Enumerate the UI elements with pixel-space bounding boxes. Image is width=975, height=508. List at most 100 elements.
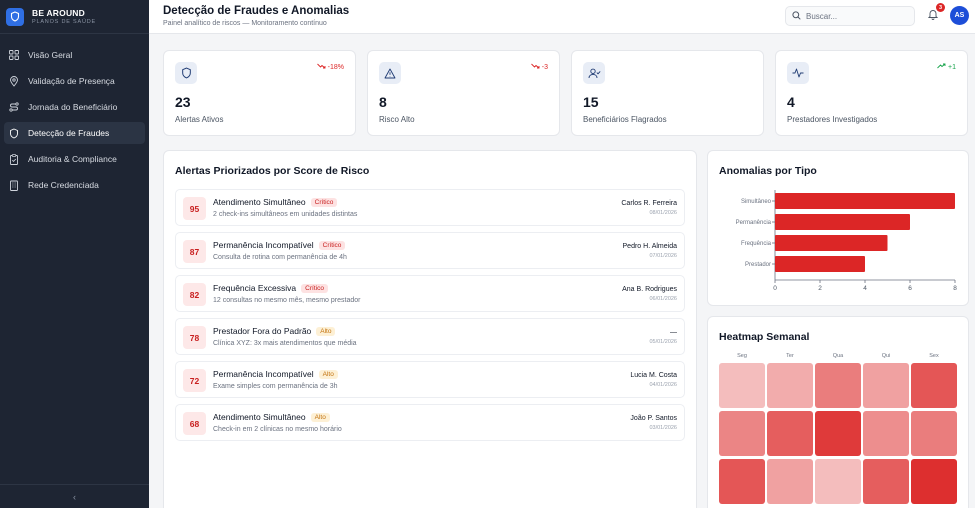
heatmap-cell[interactable] [719, 459, 765, 504]
sidebar-item-label: Detecção de Fraudes [28, 128, 110, 138]
alert-row[interactable]: 68 Atendimento Simultâneo Alto Check-in em … [175, 404, 685, 441]
alert-description: Check-in em 2 clínicas no mesmo horário [213, 426, 342, 433]
alert-date: 05/01/2026 [649, 339, 677, 345]
heatmap-cell[interactable] [863, 459, 909, 504]
chart-x-tick-label: 6 [908, 285, 912, 292]
alert-date: 08/01/2026 [649, 210, 677, 216]
stat-label: Risco Alto [379, 115, 415, 124]
chart-bar [775, 214, 910, 230]
stat-label: Alertas Ativos [175, 115, 224, 124]
activity-icon [787, 62, 809, 84]
shield-logo-icon [6, 7, 24, 26]
heatmap-cell[interactable] [911, 459, 957, 504]
alert-row[interactable]: 95 Atendimento Simultâneo Crítico 2 check-i… [175, 189, 685, 226]
search-icon [792, 7, 801, 25]
sidebar-item-visao-geral[interactable]: Visão Geral [4, 44, 145, 66]
alert-title-text: Atendimento Simultâneo [213, 197, 306, 207]
sidebar-item-label: Visão Geral [28, 50, 73, 60]
severity-badge: Alto [318, 369, 338, 379]
avatar[interactable]: AS [950, 6, 969, 25]
stat-trend-value: -3 [541, 63, 548, 71]
heatmap-cell[interactable] [911, 363, 957, 408]
sidebar-item-label: Auditoria & Compliance [28, 154, 117, 164]
shield-icon [175, 62, 197, 84]
heatmap-panel: Heatmap Semanal Seg Ter Qua Qui Sex [707, 316, 969, 508]
chart-category-label: Permanência [736, 220, 772, 226]
heatmap-cell[interactable] [719, 411, 765, 456]
alert-date: 03/01/2026 [649, 425, 677, 431]
stat-trend-value: +1 [948, 63, 956, 71]
sidebar-item-deteccao-fraudes[interactable]: Detecção de Fraudes [4, 122, 145, 144]
brand-subtitle: PLANOS DE SAÚDE [32, 19, 96, 25]
user-check-icon [583, 62, 605, 84]
sidebar-item-validacao-presenca[interactable]: Validação de Presença [4, 70, 145, 92]
stat-trend: +1 [937, 63, 956, 71]
beneficiary-name: Pedro H. Almeida [622, 243, 677, 250]
heatmap-cell[interactable] [863, 363, 909, 408]
brand-name: BE AROUND [32, 8, 85, 18]
heatmap-cell[interactable] [815, 459, 861, 504]
heatmap-cell[interactable] [911, 411, 957, 456]
sidebar-nav: Visão Geral Validação de Presença Jornad… [0, 34, 149, 196]
page-subtitle: Painel analítico de riscos — Monitoramen… [163, 20, 327, 27]
alert-date: 04/01/2026 [649, 382, 677, 388]
heatmap-cell[interactable] [815, 411, 861, 456]
alert-row[interactable]: 78 Prestador Fora do Padrão Alto Clínica XY… [175, 318, 685, 355]
chart-x-tick-label: 0 [773, 285, 777, 292]
alert-row[interactable]: 72 Permanência Incompatível Alto Exame simp… [175, 361, 685, 398]
clipboard-check-icon [8, 153, 20, 165]
brand: BE AROUND PLANOS DE SAÚDE [0, 0, 149, 34]
heatmap-cell[interactable] [767, 411, 813, 456]
alert-title: Atendimento Simultâneo Crítico [213, 197, 338, 207]
trending-up-icon [937, 63, 946, 71]
alert-date: 07/01/2026 [649, 253, 677, 259]
stat-value: 8 [379, 94, 387, 110]
alert-title-text: Permanência Incompatível [213, 240, 314, 250]
sidebar-item-rede-credenciada[interactable]: Rede Credenciada [4, 174, 145, 196]
stat-label: Beneficiários Flagrados [583, 115, 667, 124]
sidebar: BE AROUND PLANOS DE SAÚDE Visão Geral Va… [0, 0, 149, 508]
stat-card-alertas-ativos: -18% 23 Alertas Ativos [163, 50, 356, 136]
alert-description: Consulta de rotina com permanência de 4h [213, 254, 347, 261]
chart-category-label: Prestador [745, 262, 771, 268]
chevron-left-icon: ‹ [73, 491, 76, 502]
heatmap-cell[interactable] [863, 411, 909, 456]
alert-row[interactable]: 82 Frequência Excessiva Crítico 12 consulta… [175, 275, 685, 312]
chart-bar [775, 193, 955, 209]
search-input[interactable] [806, 11, 906, 21]
building-icon [8, 179, 20, 191]
alert-title-text: Permanência Incompatível [213, 369, 314, 379]
risk-score: 72 [183, 369, 206, 392]
sidebar-item-jornada-beneficiario[interactable]: Jornada do Beneficiário [4, 96, 145, 118]
heatmap-cell[interactable] [767, 363, 813, 408]
beneficiary-name: — [670, 329, 677, 336]
severity-badge: Crítico [318, 240, 346, 250]
sidebar-item-auditoria-compliance[interactable]: Auditoria & Compliance [4, 148, 145, 170]
sidebar-collapse-button[interactable]: ‹ [0, 484, 149, 508]
chart-category-label: Simultâneo [741, 199, 772, 205]
alert-title-text: Frequência Excessiva [213, 283, 297, 293]
top-header: Detecção de Fraudes e Anomalias Painel a… [149, 0, 975, 34]
stat-value: 4 [787, 94, 795, 110]
stat-card-beneficiarios-flagrados: 15 Beneficiários Flagrados [571, 50, 764, 136]
heatmap-cell[interactable] [719, 363, 765, 408]
heatmap-panel-title: Heatmap Semanal [719, 331, 810, 343]
alert-title-text: Atendimento Simultâneo [213, 412, 306, 422]
stat-value: 23 [175, 94, 191, 110]
trending-down-icon [530, 63, 540, 71]
alert-row[interactable]: 87 Permanência Incompatível Crítico Consult… [175, 232, 685, 269]
severity-badge: Alto [316, 326, 336, 336]
sidebar-item-label: Validação de Presença [28, 76, 115, 86]
route-icon [8, 101, 20, 113]
chart-x-tick-label: 4 [863, 285, 867, 292]
heatmap-cell[interactable] [815, 363, 861, 408]
alert-date: 06/01/2026 [649, 296, 677, 302]
risk-score: 78 [183, 326, 206, 349]
bell-icon [927, 7, 939, 25]
notifications-button[interactable] [925, 8, 941, 24]
heatmap-day-label: Sex [929, 353, 939, 359]
search-box[interactable] [785, 6, 915, 26]
trending-down-icon [316, 63, 326, 71]
sidebar-item-label: Rede Credenciada [28, 180, 99, 190]
heatmap-cell[interactable] [767, 459, 813, 504]
